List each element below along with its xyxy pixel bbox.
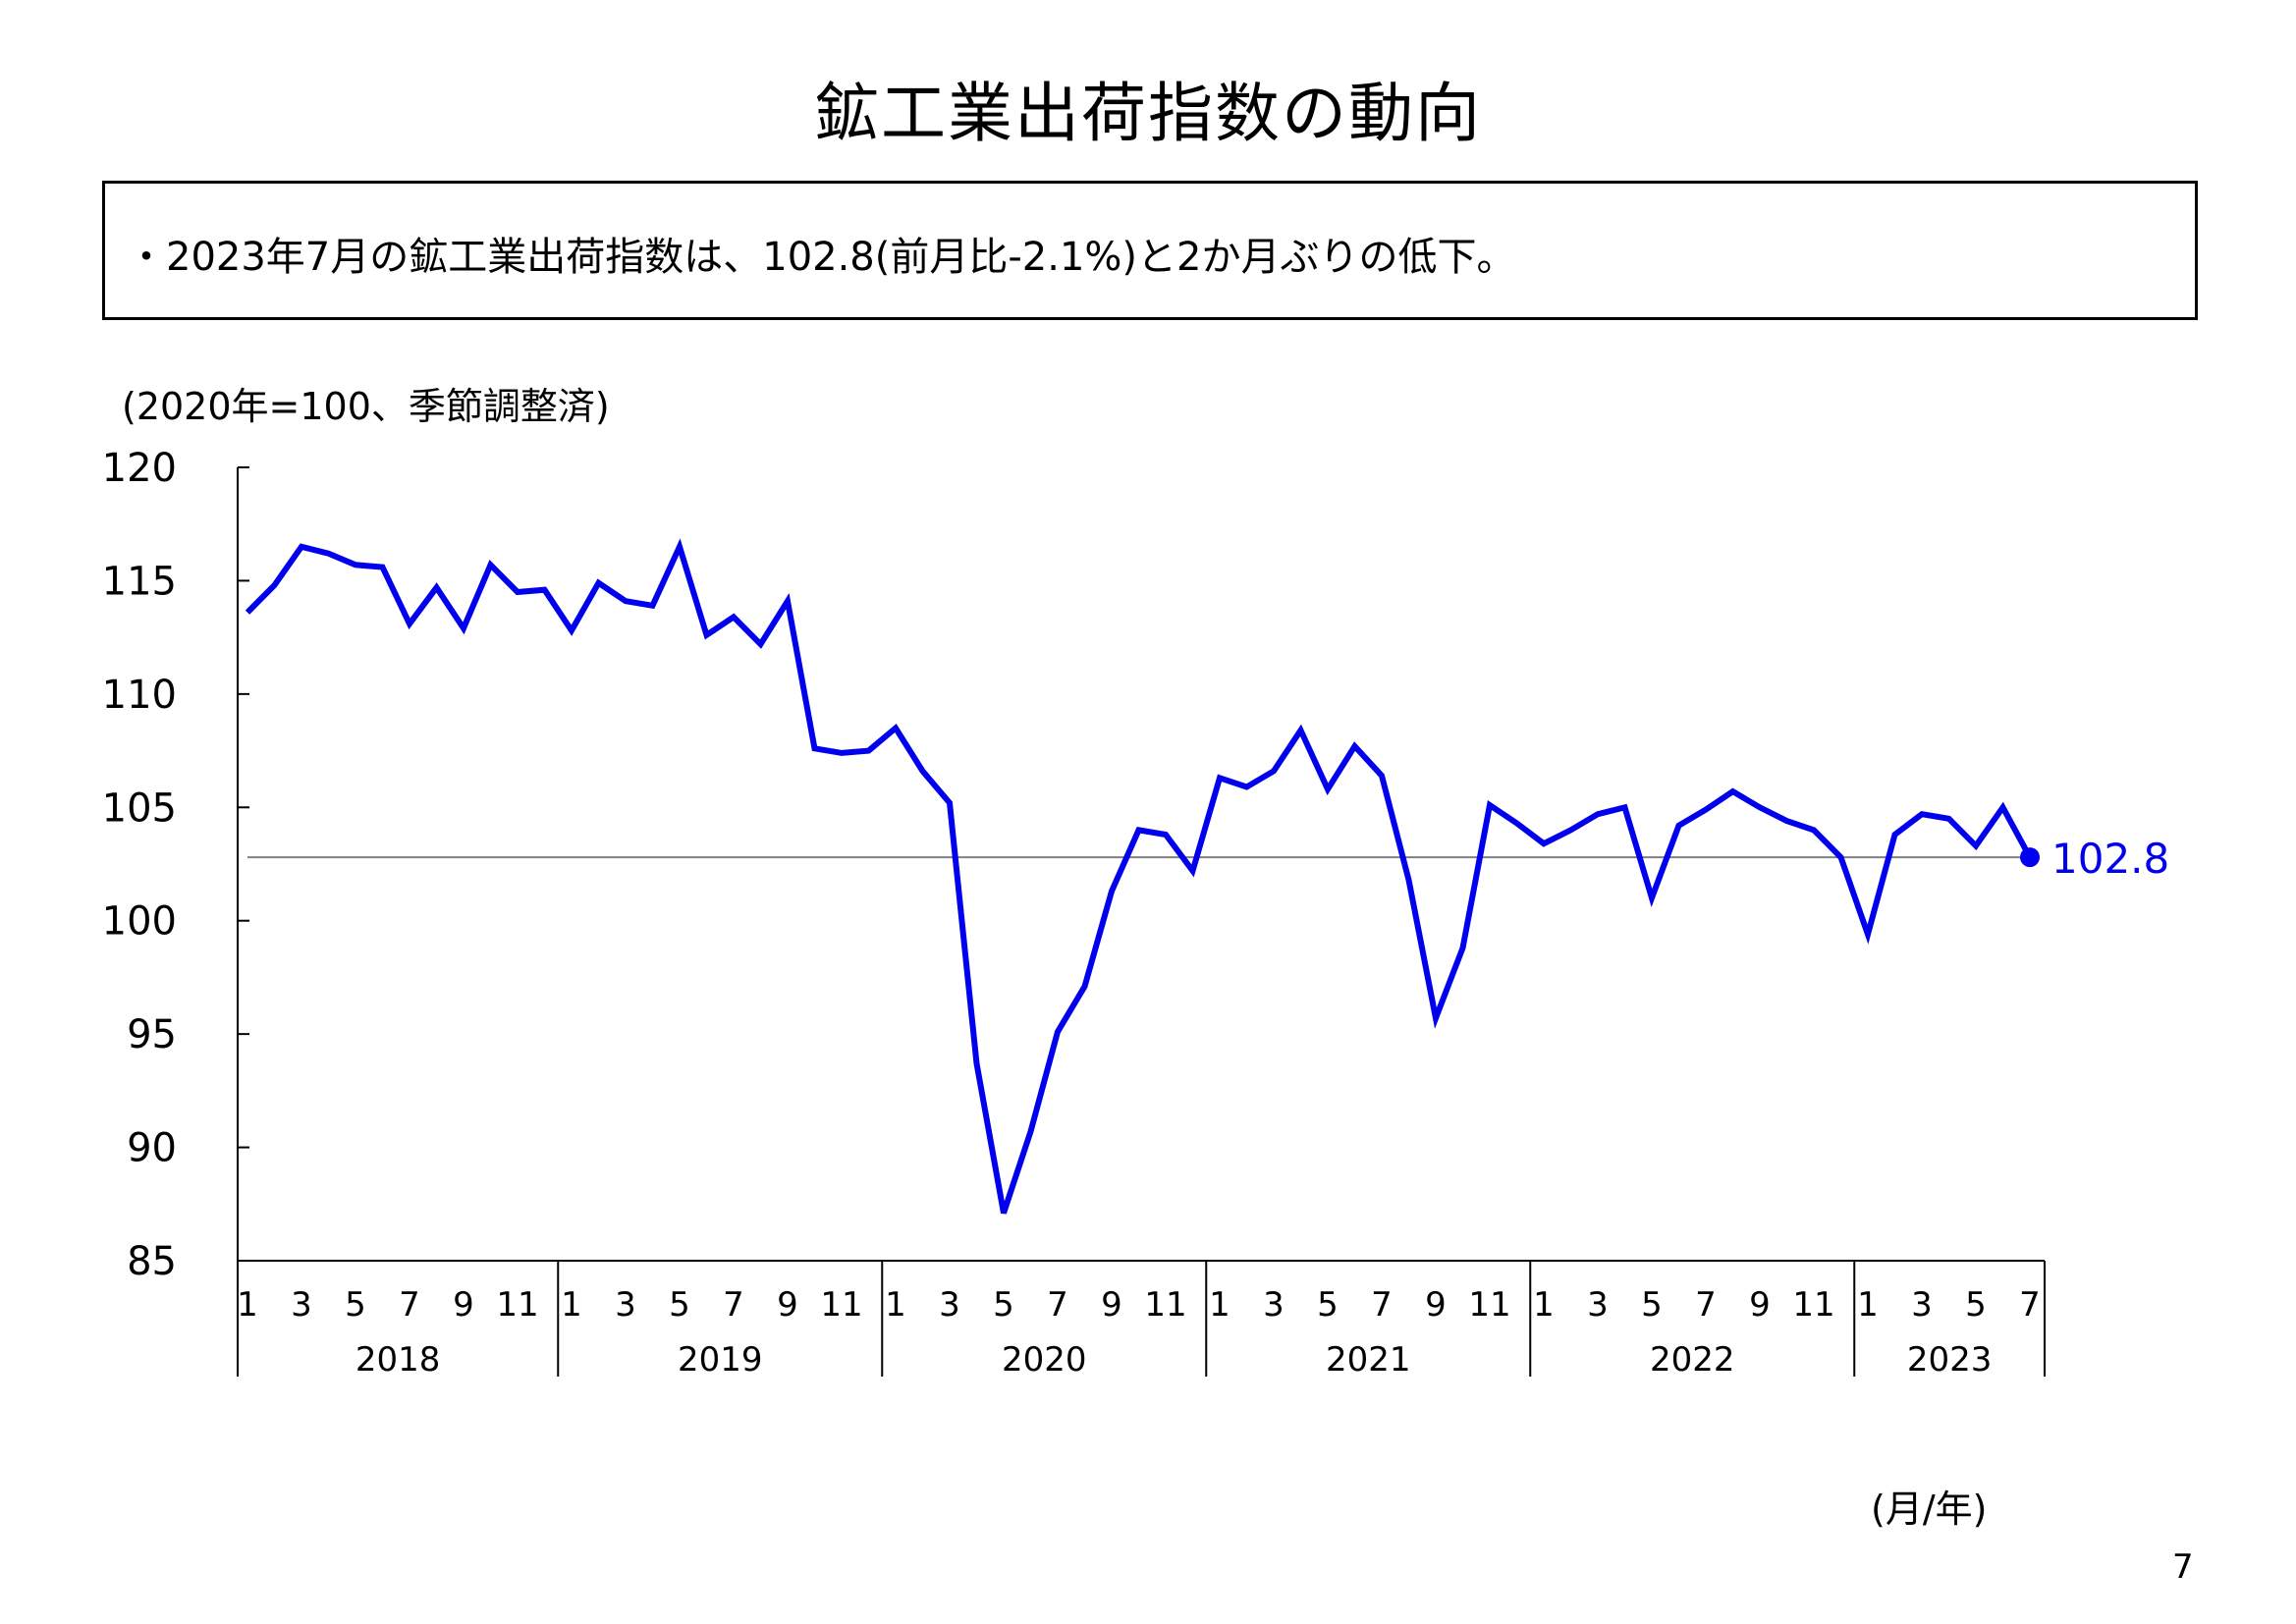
x-month-label: 1 <box>561 1285 582 1325</box>
unit-note: (2020年=100、季節調整済) <box>122 385 610 428</box>
x-month-label: 5 <box>993 1285 1014 1325</box>
y-tick-label: 90 <box>127 1126 177 1171</box>
x-axis-unit-label: (月/年) <box>1871 1488 1988 1531</box>
x-month-label: 3 <box>291 1285 312 1325</box>
x-month-label: 7 <box>399 1285 420 1325</box>
x-month-label: 1 <box>237 1285 258 1325</box>
x-month-label: 9 <box>1749 1285 1771 1325</box>
x-month-label: 11 <box>496 1285 538 1325</box>
y-tick-label: 95 <box>127 1012 177 1057</box>
x-month-label: 5 <box>1641 1285 1663 1325</box>
x-month-label: 1 <box>1857 1285 1879 1325</box>
x-month-label: 11 <box>1144 1285 1186 1325</box>
summary-text: ・2023年7月の鉱工業出荷指数は、102.8(前月比-2.1%)と2か月ぶりの… <box>127 235 1516 280</box>
x-month-label: 1 <box>885 1285 906 1325</box>
x-month-label: 3 <box>615 1285 636 1325</box>
y-tick-label: 105 <box>102 785 177 831</box>
x-month-label: 5 <box>1965 1285 1987 1325</box>
x-month-label: 11 <box>1468 1285 1510 1325</box>
x-month-label: 7 <box>1695 1285 1717 1325</box>
y-tick-label: 120 <box>102 446 177 491</box>
x-month-label: 7 <box>1371 1285 1393 1325</box>
x-month-label: 3 <box>939 1285 960 1325</box>
y-tick-label: 110 <box>102 673 177 718</box>
x-month-label: 1 <box>1533 1285 1555 1325</box>
x-month-label: 3 <box>1587 1285 1609 1325</box>
x-month-label: 9 <box>777 1285 798 1325</box>
x-month-label: 7 <box>723 1285 744 1325</box>
x-month-label: 7 <box>2019 1285 2041 1325</box>
page-number: 7 <box>2172 1547 2194 1587</box>
x-month-label: 3 <box>1263 1285 1285 1325</box>
summary-box: ・2023年7月の鉱工業出荷指数は、102.8(前月比-2.1%)と2か月ぶりの… <box>102 181 2198 320</box>
x-year-label: 2023 <box>1907 1340 1993 1380</box>
x-month-label: 11 <box>820 1285 862 1325</box>
x-year-label: 2022 <box>1650 1340 1735 1380</box>
x-year-label: 2021 <box>1326 1340 1411 1380</box>
x-month-label: 7 <box>1047 1285 1068 1325</box>
x-year-label: 2020 <box>1002 1340 1087 1380</box>
x-month-label: 9 <box>1101 1285 1122 1325</box>
series-group: 102.8 <box>245 538 2169 1215</box>
y-tick-label: 100 <box>102 899 177 945</box>
x-month-label: 5 <box>669 1285 690 1325</box>
x-year-label: 2019 <box>678 1340 763 1380</box>
y-tick-label: 85 <box>127 1239 177 1284</box>
x-month-label: 5 <box>1317 1285 1339 1325</box>
x-month-label: 5 <box>345 1285 366 1325</box>
x-month-label: 3 <box>1911 1285 1933 1325</box>
x-month-label: 9 <box>453 1285 474 1325</box>
x-month-label: 9 <box>1425 1285 1447 1325</box>
x-month-label: 11 <box>1792 1285 1834 1325</box>
series-line <box>245 538 2033 1215</box>
page-title: 鉱工業出荷指数の動向 <box>814 76 1482 151</box>
x-year-label: 2018 <box>355 1340 441 1380</box>
x-month-label: 1 <box>1209 1285 1230 1325</box>
y-tick-label: 115 <box>102 559 177 604</box>
last-point-marker <box>2020 847 2040 868</box>
last-value-label: 102.8 <box>2051 835 2169 883</box>
